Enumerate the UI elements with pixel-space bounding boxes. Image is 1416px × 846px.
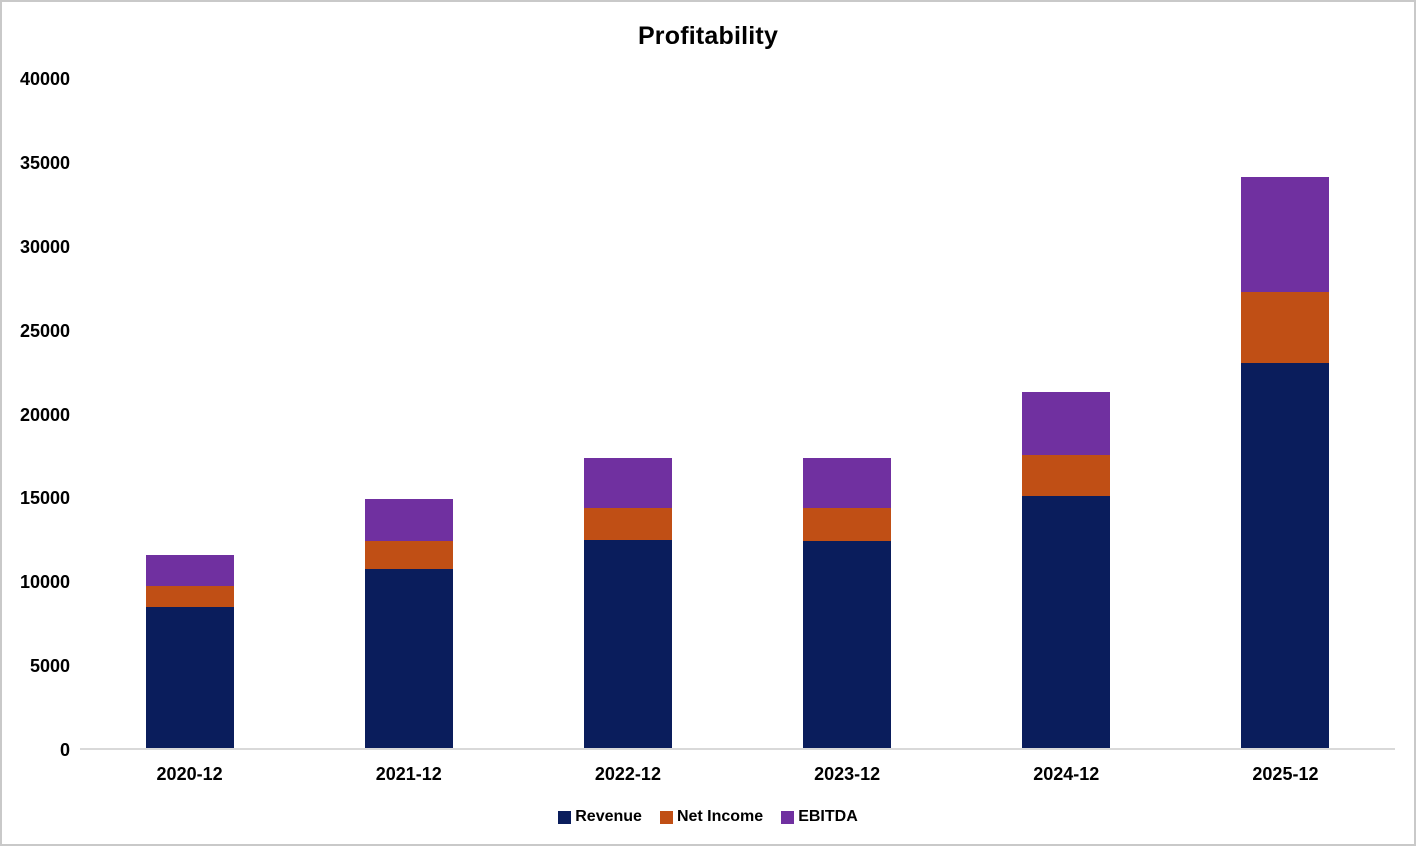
y-axis-tick-label: 15000 (19, 488, 70, 509)
y-axis-tick-label: 20000 (19, 404, 70, 425)
bar-segment-revenue (583, 540, 672, 750)
x-axis-tick-label: 2023-12 (814, 764, 881, 784)
x-axis-tick-label: 2020-12 (156, 764, 223, 784)
y-axis-tick-label: 0 (59, 740, 70, 760)
bar-segment-revenue (145, 607, 234, 750)
legend-label: EBITDA (798, 808, 858, 825)
legend-swatch-net-income (659, 810, 673, 824)
legend-swatch-ebitda (781, 810, 795, 824)
plot-area (80, 79, 1395, 750)
bar-group-2022-12 (518, 79, 737, 750)
legend-item-revenue: Revenue (558, 809, 642, 825)
bar-group-2025-12 (1176, 79, 1395, 750)
bar-group-2024-12 (957, 79, 1176, 750)
bar-stack (1241, 177, 1330, 750)
bar-segment-revenue (1241, 363, 1330, 750)
bar-series-container (80, 79, 1395, 750)
bar-segment-ebitda (364, 499, 453, 542)
x-axis-tick-label: 2025-12 (1252, 764, 1319, 784)
chart-title: Profitability (637, 22, 779, 50)
x-axis-tick-label: 2022-12 (594, 764, 661, 784)
bar-segment-ebitda (583, 458, 672, 509)
x-axis-tick-label: 2021-12 (375, 764, 442, 784)
bar-segment-revenue (1022, 495, 1111, 750)
bar-stack (583, 458, 672, 750)
legend-swatch-revenue (558, 810, 572, 824)
bar-segment-net-income (583, 508, 672, 541)
y-axis-tick-label: 40000 (19, 69, 70, 89)
x-axis: 2020-12 2021-12 2022-12 2023-12 2024-12 2025-… (80, 765, 1395, 783)
y-axis-tick-label: 35000 (19, 152, 70, 173)
bar-segment-ebitda (1022, 391, 1111, 455)
bar-segment-ebitda (145, 554, 234, 587)
bar-stack (145, 554, 234, 750)
bar-segment-net-income (364, 541, 453, 569)
legend: Revenue Net Income EBITDA (2, 809, 1414, 825)
bar-segment-ebitda (803, 458, 892, 509)
bar-group-2023-12 (738, 79, 957, 750)
y-axis: 0 5000 10000 15000 20000 25000 30000 35000 40000 (2, 2, 70, 844)
y-axis-tick-label: 25000 (19, 320, 70, 341)
x-axis-tick-label: 2024-12 (1033, 764, 1100, 784)
bar-segment-revenue (364, 568, 453, 750)
bar-segment-net-income (145, 586, 234, 608)
bar-group-2021-12 (299, 79, 518, 750)
bar-segment-revenue (803, 541, 892, 750)
y-axis-tick-label: 10000 (19, 572, 70, 593)
x-axis-line (80, 748, 1395, 750)
y-axis-tick-label: 30000 (19, 236, 70, 257)
bar-segment-net-income (1022, 454, 1111, 496)
bar-segment-ebitda (1241, 177, 1330, 293)
bar-segment-net-income (803, 508, 892, 542)
legend-item-ebitda: EBITDA (781, 809, 858, 825)
bar-segment-net-income (1241, 292, 1330, 364)
bar-group-2020-12 (80, 79, 299, 750)
legend-label: Revenue (575, 808, 642, 825)
y-axis-tick-label: 5000 (29, 656, 70, 677)
bar-stack (1022, 391, 1111, 750)
legend-item-net-income: Net Income (659, 808, 764, 825)
bar-stack (803, 458, 892, 750)
bar-stack (364, 499, 453, 750)
legend-label: Net Income (676, 808, 764, 825)
